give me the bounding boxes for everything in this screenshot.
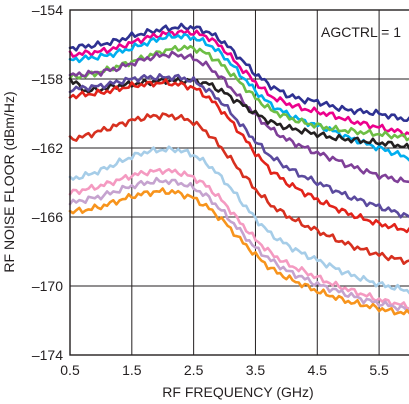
x-tick-label: 2.5 [184,362,204,378]
grid-lines [70,10,409,355]
x-tick-label: 3.5 [246,362,266,378]
series-line-4 [68,44,409,142]
series-line-1 [68,22,409,122]
series-line-3 [68,32,409,162]
y-tick-label: –162 [32,140,63,156]
x-tick-label: 0.5 [60,362,80,378]
series-line-2 [68,29,409,138]
series-lines [68,22,409,316]
series-line-13 [68,187,409,316]
series-line-11 [68,167,409,310]
agctrl-annotation: AGCTRL = 1 [321,24,401,40]
y-tick-label: –174 [32,347,63,363]
series-line-12 [68,176,409,312]
y-tick-label: –166 [32,209,63,225]
x-tick-label: 1.5 [122,362,142,378]
x-tick-label: 5.5 [369,362,389,378]
y-tick-label: –158 [32,71,63,87]
series-line-7 [68,73,409,219]
series-line-10 [68,145,409,295]
series-line-9 [68,112,409,266]
y-axis-title: RF NOISE FLOOR (dBm/Hz) [1,91,17,272]
series-line-5 [68,50,409,184]
series-line-8 [68,78,409,234]
x-axis-title: RF FREQUENCY (GHz) [162,384,313,400]
x-tick-label: 4.5 [308,362,328,378]
tick-labels: 0.5 1.5 2.5 3.5 4.5 5.5 –174 –170 –166 –162 –158 –1… [32,2,389,378]
series-line-6 [68,76,409,151]
y-tick-label: –154 [32,2,63,18]
plot-frame [69,9,409,356]
y-tick-label: –170 [32,278,63,294]
